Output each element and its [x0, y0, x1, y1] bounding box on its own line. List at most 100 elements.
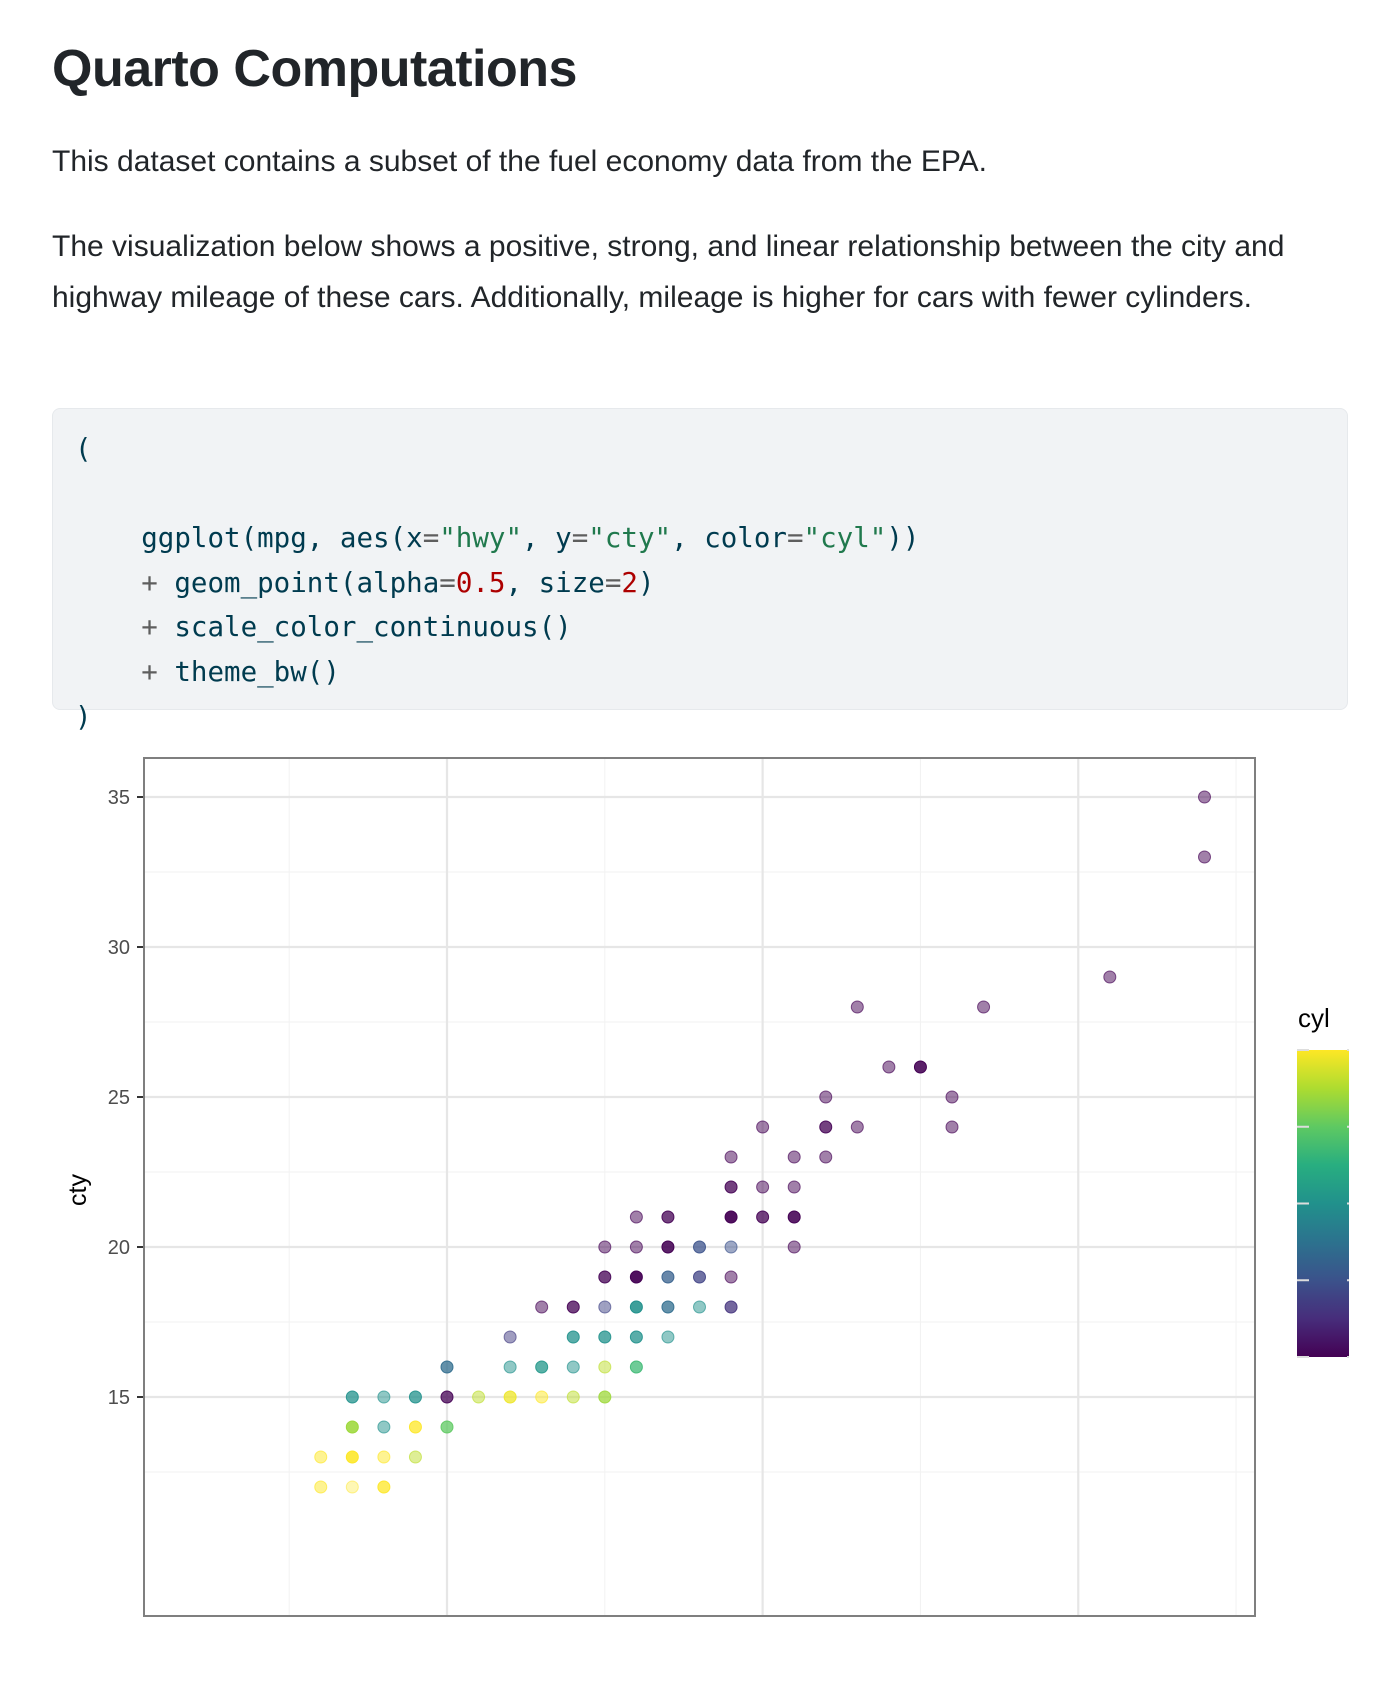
data-point [535, 1300, 549, 1314]
data-point [345, 1390, 359, 1404]
data-point [377, 1390, 391, 1404]
data-point [629, 1330, 643, 1344]
page-title: Quarto Computations [52, 40, 577, 98]
code-token: = [422, 522, 440, 555]
data-point [882, 1060, 896, 1074]
data-point [629, 1270, 643, 1284]
code-token: , size [505, 566, 605, 599]
data-point [724, 1270, 738, 1284]
y-axis-label: cty [64, 1174, 92, 1206]
code-token: = [571, 522, 589, 555]
y-tick-label: 15 [108, 1387, 130, 1409]
code-token: "cyl" [803, 522, 887, 555]
code-token: ) [637, 566, 655, 599]
data-point [724, 1210, 738, 1224]
y-tick-label: 30 [108, 937, 130, 959]
data-point [408, 1420, 422, 1434]
code-token: 0.5 [455, 566, 506, 599]
data-point [629, 1360, 643, 1374]
data-point [756, 1210, 770, 1224]
data-point [566, 1390, 580, 1404]
data-point [787, 1240, 801, 1254]
code-token: 2 [621, 566, 638, 599]
data-point [1198, 790, 1211, 804]
data-point [377, 1420, 391, 1434]
code-token: scale_color_continuous() [174, 611, 572, 644]
data-point [440, 1360, 454, 1374]
data-point [850, 1120, 864, 1134]
data-point [1103, 970, 1117, 984]
data-point [503, 1330, 517, 1344]
data-point [693, 1300, 706, 1314]
data-point [819, 1150, 833, 1164]
code-block: ( ggplot(mpg, aes(x="hwy", y="cty", colo… [52, 408, 1348, 733]
data-point [977, 1000, 991, 1014]
data-point [693, 1270, 706, 1284]
code-token: "cty" [588, 522, 672, 555]
code-token: + [75, 566, 175, 599]
data-point [913, 1060, 927, 1074]
data-point [314, 1450, 328, 1464]
data-point [629, 1210, 643, 1224]
data-point [629, 1240, 643, 1254]
data-point [314, 1480, 328, 1494]
code-line: + geom_point(alpha=0.5, size=2) [75, 561, 1347, 606]
code-token: , y [522, 522, 572, 555]
data-point [661, 1330, 675, 1344]
plot-panel [144, 758, 1255, 1616]
data-point [377, 1450, 391, 1464]
data-point [503, 1360, 517, 1374]
data-point [598, 1270, 612, 1284]
data-point [819, 1120, 833, 1134]
data-point [408, 1450, 422, 1464]
data-point [661, 1270, 675, 1284]
data-point [724, 1150, 738, 1164]
data-point [598, 1330, 612, 1344]
data-point [345, 1450, 359, 1464]
code-line: ( [75, 427, 1347, 472]
data-point [661, 1240, 675, 1254]
code-token: )) [886, 522, 920, 555]
code-token: ( [75, 433, 92, 465]
data-point [724, 1300, 738, 1314]
code-token: + [75, 611, 175, 644]
data-point [598, 1240, 612, 1254]
data-point [566, 1360, 580, 1374]
data-point [377, 1480, 391, 1494]
data-point [472, 1390, 486, 1404]
data-point [661, 1300, 675, 1314]
code-line: + scale_color_continuous() [75, 605, 1347, 650]
data-point [345, 1480, 359, 1494]
data-point [566, 1330, 580, 1344]
code-token: = [786, 522, 804, 555]
code-token: geom_point(alpha [174, 566, 440, 599]
code-token: "hwy" [439, 522, 523, 555]
data-point [787, 1150, 801, 1164]
data-point [787, 1210, 801, 1224]
code-token: = [439, 566, 456, 599]
data-point [724, 1180, 738, 1194]
data-point [819, 1090, 833, 1104]
data-point [598, 1360, 612, 1374]
code-token: ) [75, 700, 92, 733]
data-point [787, 1180, 801, 1194]
data-point [756, 1120, 770, 1134]
code-token: theme_bw() [174, 655, 340, 688]
legend-title: cyl [1298, 1003, 1330, 1033]
code-token: , color [671, 522, 787, 555]
code-line: ) [75, 695, 1347, 740]
description-paragraph: The visualization below shows a positive… [52, 230, 1285, 314]
data-point [724, 1240, 738, 1254]
y-tick-label: 35 [108, 787, 130, 809]
code-token: = [604, 566, 622, 599]
data-point [598, 1300, 612, 1314]
data-point [1198, 850, 1211, 864]
y-tick-label: 20 [108, 1237, 130, 1259]
data-point [503, 1390, 517, 1404]
data-point [661, 1210, 675, 1224]
y-tick-label: 25 [108, 1087, 130, 1109]
data-point [598, 1390, 612, 1404]
data-point [693, 1240, 706, 1254]
data-point [945, 1090, 959, 1104]
data-point [566, 1300, 580, 1314]
